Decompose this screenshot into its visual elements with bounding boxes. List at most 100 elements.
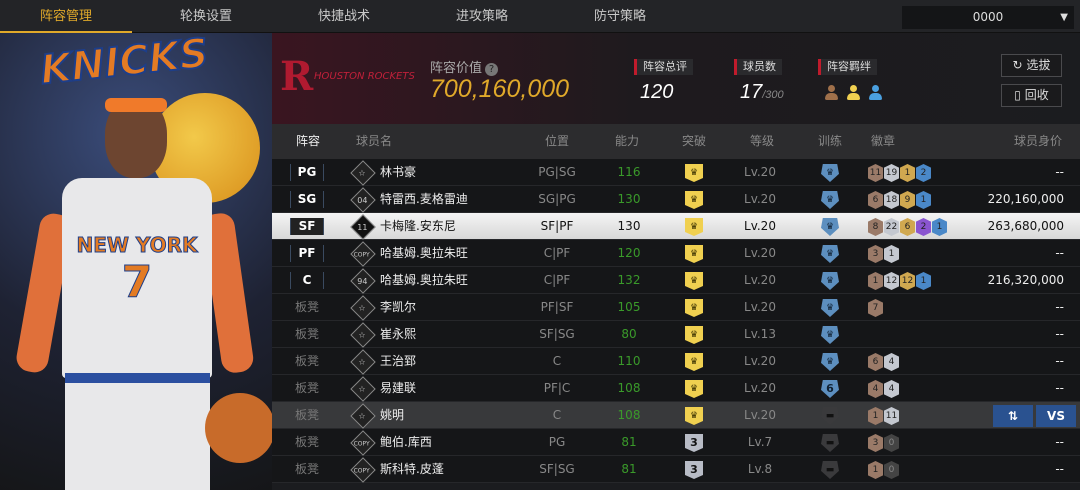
lineup-value-label: 阵容价值? [430, 57, 499, 76]
table-row[interactable]: SF 11 卡梅隆.安东尼 SF|PF 130 ♛ Lv.20 ♛ 8 22 6 2 1 263,680,… [272, 213, 1080, 240]
account-value: 0000 [972, 10, 1004, 24]
player-card-icon-text: 04 [357, 195, 368, 205]
badge-blue: 2 [916, 164, 931, 182]
badge-bronze: 6 [868, 353, 883, 371]
col-name[interactable]: 球员名 [356, 134, 393, 148]
table-row[interactable]: 板凳 COPY 鲍伯.库西 PG 81 3 Lv.7 ▬ 3 0 -- [272, 429, 1080, 456]
help-icon[interactable]: ? [485, 63, 499, 76]
tab-rotation[interactable]: 轮换设置 [179, 9, 232, 24]
player-name[interactable]: 鲍伯.库西 [380, 435, 432, 449]
col-ability[interactable]: 能力 [615, 134, 640, 148]
badge-bronze: 7 [868, 299, 883, 317]
stat-label: 阵容羁绊 [818, 59, 877, 75]
crown-icon: ♛ [685, 326, 703, 344]
player-card-icon: 94 [350, 268, 376, 294]
col-training[interactable]: 训练 [818, 134, 843, 148]
player-name[interactable]: 李凯尔 [380, 300, 417, 314]
player-ability: 132 [617, 273, 641, 287]
player-name[interactable]: 特雷西.麦格雷迪 [380, 192, 468, 206]
tab-defense[interactable]: 防守策略 [593, 9, 646, 24]
vs-button[interactable]: VS [1036, 405, 1076, 427]
player-ability: 108 [617, 381, 641, 395]
table-row[interactable]: 板凳 COPY 斯科特.皮蓬 SF|SG 81 3 Lv.8 ▬ 1 0 -- [272, 456, 1080, 483]
top-nav: 阵容管理 轮换设置 快捷战术 进攻策略 防守策略 0000 ▼ [0, 0, 1080, 33]
player-name[interactable]: 哈基姆.奥拉朱旺 [380, 273, 468, 287]
badge-list[interactable]: 6 18 9 1 [868, 191, 931, 209]
tab-lineup[interactable]: 阵容管理 [0, 0, 132, 33]
col-position[interactable]: 位置 [545, 134, 570, 148]
badge-silver: 1 [884, 245, 899, 263]
player-level: Lv.20 [744, 300, 776, 314]
player-card-icon: ☆ [350, 349, 376, 375]
badge-bronze: 6 [868, 191, 883, 209]
player-name[interactable]: 哈基姆.奥拉朱旺 [380, 246, 468, 260]
tab-quick-tactics[interactable]: 快捷战术 [317, 9, 370, 24]
col-level[interactable]: 等级 [750, 134, 775, 148]
player-ability: 110 [617, 354, 641, 368]
badge-list[interactable]: 11 19 1 2 [868, 164, 931, 182]
refresh-icon: ↻ [1012, 58, 1027, 72]
col-breakthrough[interactable]: 突破 [682, 134, 707, 148]
bond-icon[interactable] [868, 85, 884, 100]
player-card-icon: ☆ [350, 295, 376, 321]
col-badges[interactable]: 徽章 [871, 134, 896, 148]
select-button[interactable]: ↻ 选拔 [1001, 54, 1062, 77]
value-label-text: 阵容价值 [430, 61, 483, 76]
table-row[interactable]: 板凳 ☆ 王治郅 C 110 ♛ Lv.20 ♛ 6 4 -- [272, 348, 1080, 375]
badge-purple: 2 [916, 218, 931, 236]
swap-button[interactable]: ⇅ [993, 405, 1033, 427]
table-row[interactable]: SG 04 特雷西.麦格雷迪 SG|PG 130 ♛ Lv.20 ♛ 6 18 9 1 220,160,… [272, 186, 1080, 213]
col-lineup[interactable]: 阵容 [296, 134, 321, 148]
badge-gold: 1 [900, 164, 915, 182]
jersey-team: NEW YORK [76, 233, 198, 258]
table-row[interactable]: 板凳 ☆ 姚明 C 108 ♛ Lv.20 ▬ 1 11 ⇅ VS [272, 402, 1080, 429]
table-row[interactable]: PG ☆ 林书豪 PG|SG 116 ♛ Lv.20 ♛ 11 19 1 2 -- [272, 159, 1080, 186]
recycle-button[interactable]: ▯ 回收 [1001, 84, 1062, 107]
player-card-icon: ☆ [350, 376, 376, 402]
player-ability: 105 [617, 300, 641, 314]
player-card-icon: ☆ [350, 160, 376, 186]
player-value: 263,680,000 [987, 219, 1064, 233]
badge-list[interactable]: 1 11 [868, 407, 899, 425]
badge-list[interactable]: 1 12 12 1 [868, 272, 931, 290]
player-card-icon: COPY [350, 430, 376, 456]
player-name[interactable]: 林书豪 [380, 165, 417, 179]
player-ability: 130 [617, 192, 641, 206]
player-value: -- [1055, 462, 1064, 476]
badge-gold: 12 [900, 272, 915, 290]
account-dropdown[interactable]: 0000 ▼ [902, 6, 1074, 29]
table-header: 阵容 球员名 位置 能力 突破 等级 训练 徽章 球员身价 [272, 124, 1080, 159]
table-row[interactable]: 板凳 ☆ 崔永熙 SF|SG 80 ♛ Lv.13 ♛ -- [272, 321, 1080, 348]
tab-offense[interactable]: 进攻策略 [455, 9, 508, 24]
player-level: Lv.20 [744, 273, 776, 287]
badge-bronze: 1 [868, 272, 883, 290]
bond-icon[interactable] [824, 85, 840, 100]
player-card-icon: COPY [350, 457, 376, 483]
player-name[interactable]: 斯科特.皮蓬 [380, 462, 444, 476]
badge-list[interactable]: 8 22 6 2 1 [868, 218, 947, 236]
player-ability: 120 [617, 246, 641, 260]
rockets-r-mark: R [280, 53, 314, 100]
table-row[interactable]: 板凳 ☆ 李凯尔 PF|SF 105 ♛ Lv.20 ♛ 7 -- [272, 294, 1080, 321]
player-position: SF|SG [539, 462, 575, 476]
stat-value: 17/300 [734, 81, 784, 104]
badge-list[interactable]: 7 [868, 299, 883, 317]
player-name[interactable]: 崔永熙 [380, 327, 417, 341]
player-name[interactable]: 卡梅隆.安东尼 [380, 219, 456, 233]
player-name[interactable]: 姚明 [380, 408, 405, 422]
basketball [205, 393, 272, 463]
player-name[interactable]: 易建联 [380, 381, 417, 395]
bond-icon[interactable] [846, 85, 862, 100]
training-crown-icon: ♛ [821, 353, 839, 371]
table-row[interactable]: 板凳 ☆ 易建联 PF|C 108 ♛ Lv.20 6 4 4 -- [272, 375, 1080, 402]
table-row[interactable]: C 94 哈基姆.奥拉朱旺 C|PF 132 ♛ Lv.20 ♛ 1 12 12 1 216,320,0… [272, 267, 1080, 294]
player-level: Lv.20 [744, 219, 776, 233]
table-row[interactable]: PF COPY 哈基姆.奥拉朱旺 C|PF 120 ♛ Lv.20 ♛ 3 1 -- [272, 240, 1080, 267]
player-name[interactable]: 王治郅 [380, 354, 417, 368]
col-value[interactable]: 球员身价 [1013, 134, 1062, 148]
